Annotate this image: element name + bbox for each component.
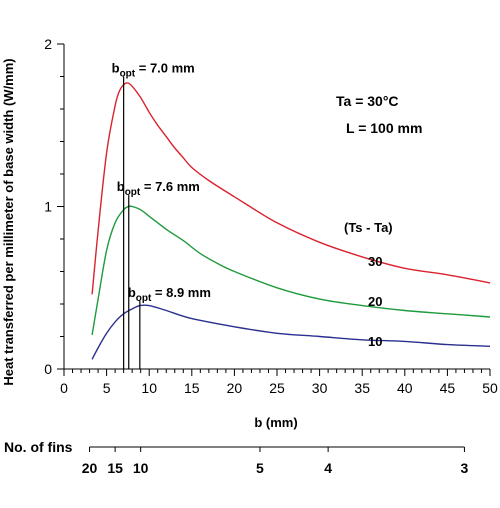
x-tick-label: 40: [397, 380, 413, 396]
fins-tick-label: 5: [256, 460, 264, 476]
y-axis-ticks: 0 1 2: [44, 36, 64, 377]
series-layer: [91, 82, 491, 360]
y-tick-label: 0: [44, 361, 52, 377]
fins-tick-label: 20: [82, 460, 98, 476]
x-tick-label: 20: [227, 380, 243, 396]
x-axis-title: b (mm): [254, 415, 297, 430]
fins-axis: 20 15 10 5 4 3: [82, 446, 469, 476]
x-tick-label: 0: [60, 380, 68, 396]
series-label-20: 20: [368, 294, 382, 309]
fins-tick-label: 3: [461, 460, 469, 476]
fins-axis-label: No. of fins: [4, 439, 73, 455]
x-tick-label: 25: [269, 380, 285, 396]
x-axis-ticks: 0 5 10 15 20 25 30 35 40 45 50: [60, 369, 498, 396]
series-line-10: [91, 304, 491, 360]
legend-title: (Ts - Ta): [344, 220, 393, 235]
optima-layer: bopt = 7.0 mm bopt = 7.6 mm bopt = 8.9 mm: [112, 61, 211, 369]
optimum-label: bopt = 7.6 mm: [117, 179, 200, 198]
fins-tick-label: 10: [133, 460, 149, 476]
y-tick-label: 1: [44, 199, 52, 215]
x-tick-label: 45: [440, 380, 456, 396]
y-axis-title: Heat transferred per millimeter of base …: [1, 58, 16, 385]
x-tick-label: 10: [141, 380, 157, 396]
optimum-label: bopt = 7.0 mm: [112, 61, 195, 80]
x-tick-label: 35: [354, 380, 370, 396]
annotation-ta: Ta = 30°C: [336, 93, 399, 109]
annotation-l: L = 100 mm: [346, 120, 422, 136]
optimum-label: bopt = 8.9 mm: [128, 285, 211, 304]
fins-tick-label: 15: [107, 460, 123, 476]
series-label-10: 10: [368, 334, 382, 349]
series-line-30: [91, 82, 491, 295]
series-line-20: [91, 205, 491, 336]
x-tick-label: 5: [103, 380, 111, 396]
fins-tick-label: 4: [324, 460, 332, 476]
x-tick-label: 50: [482, 380, 498, 396]
series-label-30: 30: [368, 254, 382, 269]
x-tick-label: 30: [312, 380, 328, 396]
x-tick-label: 15: [184, 380, 200, 396]
y-tick-label: 2: [44, 36, 52, 52]
